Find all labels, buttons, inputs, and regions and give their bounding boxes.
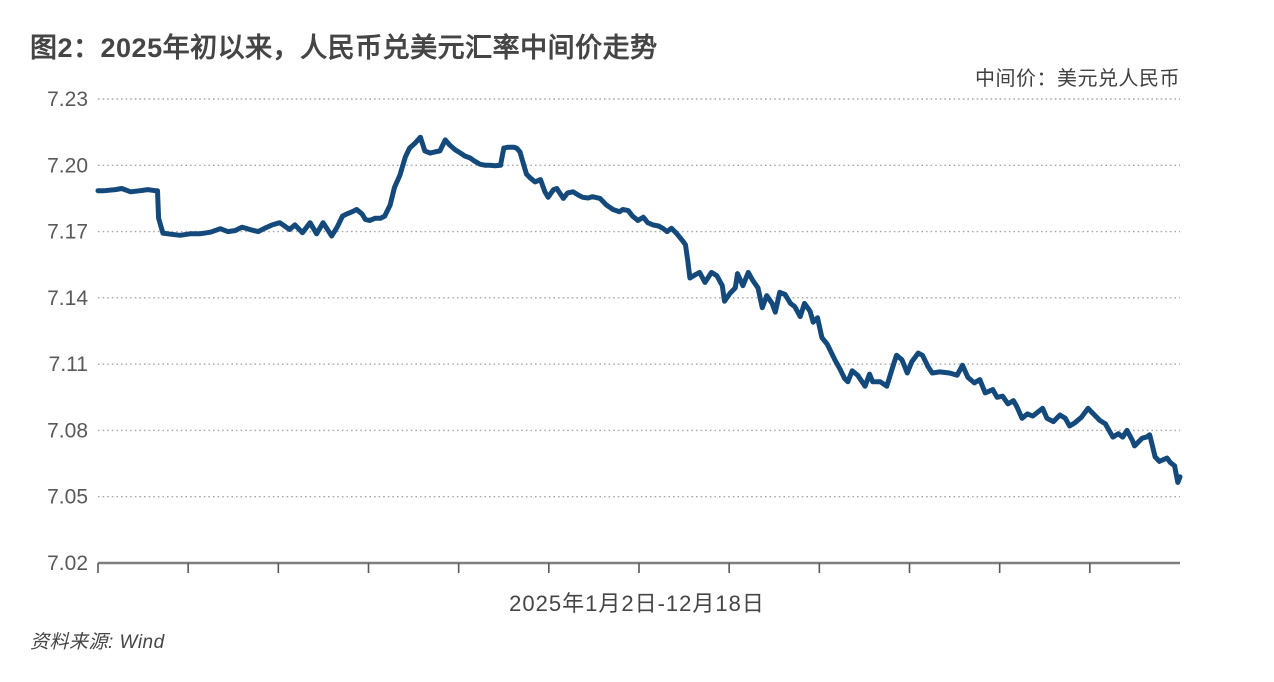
rate-line [95, 134, 1183, 485]
y-tick-label: 7.08 [47, 419, 88, 442]
series-legend-label: 中间价：美元兑人民币 [975, 68, 1180, 90]
y-tick-label: 7.05 [47, 486, 88, 509]
chart-title: 图2：2025年初以来，人民币兑美元汇率中间价走势 [30, 33, 658, 63]
y-tick-label: 7.02 [47, 552, 88, 575]
data-source: 资料来源: Wind [30, 632, 165, 653]
y-tick-label: 7.23 [47, 88, 88, 111]
x-axis-range-label: 2025年1月2日-12月18日 [509, 591, 765, 616]
y-tick-label: 7.11 [49, 353, 88, 376]
y-tick-label: 7.17 [47, 221, 88, 244]
y-tick-label: 7.14 [47, 287, 88, 310]
y-tick-label: 7.20 [47, 154, 88, 177]
